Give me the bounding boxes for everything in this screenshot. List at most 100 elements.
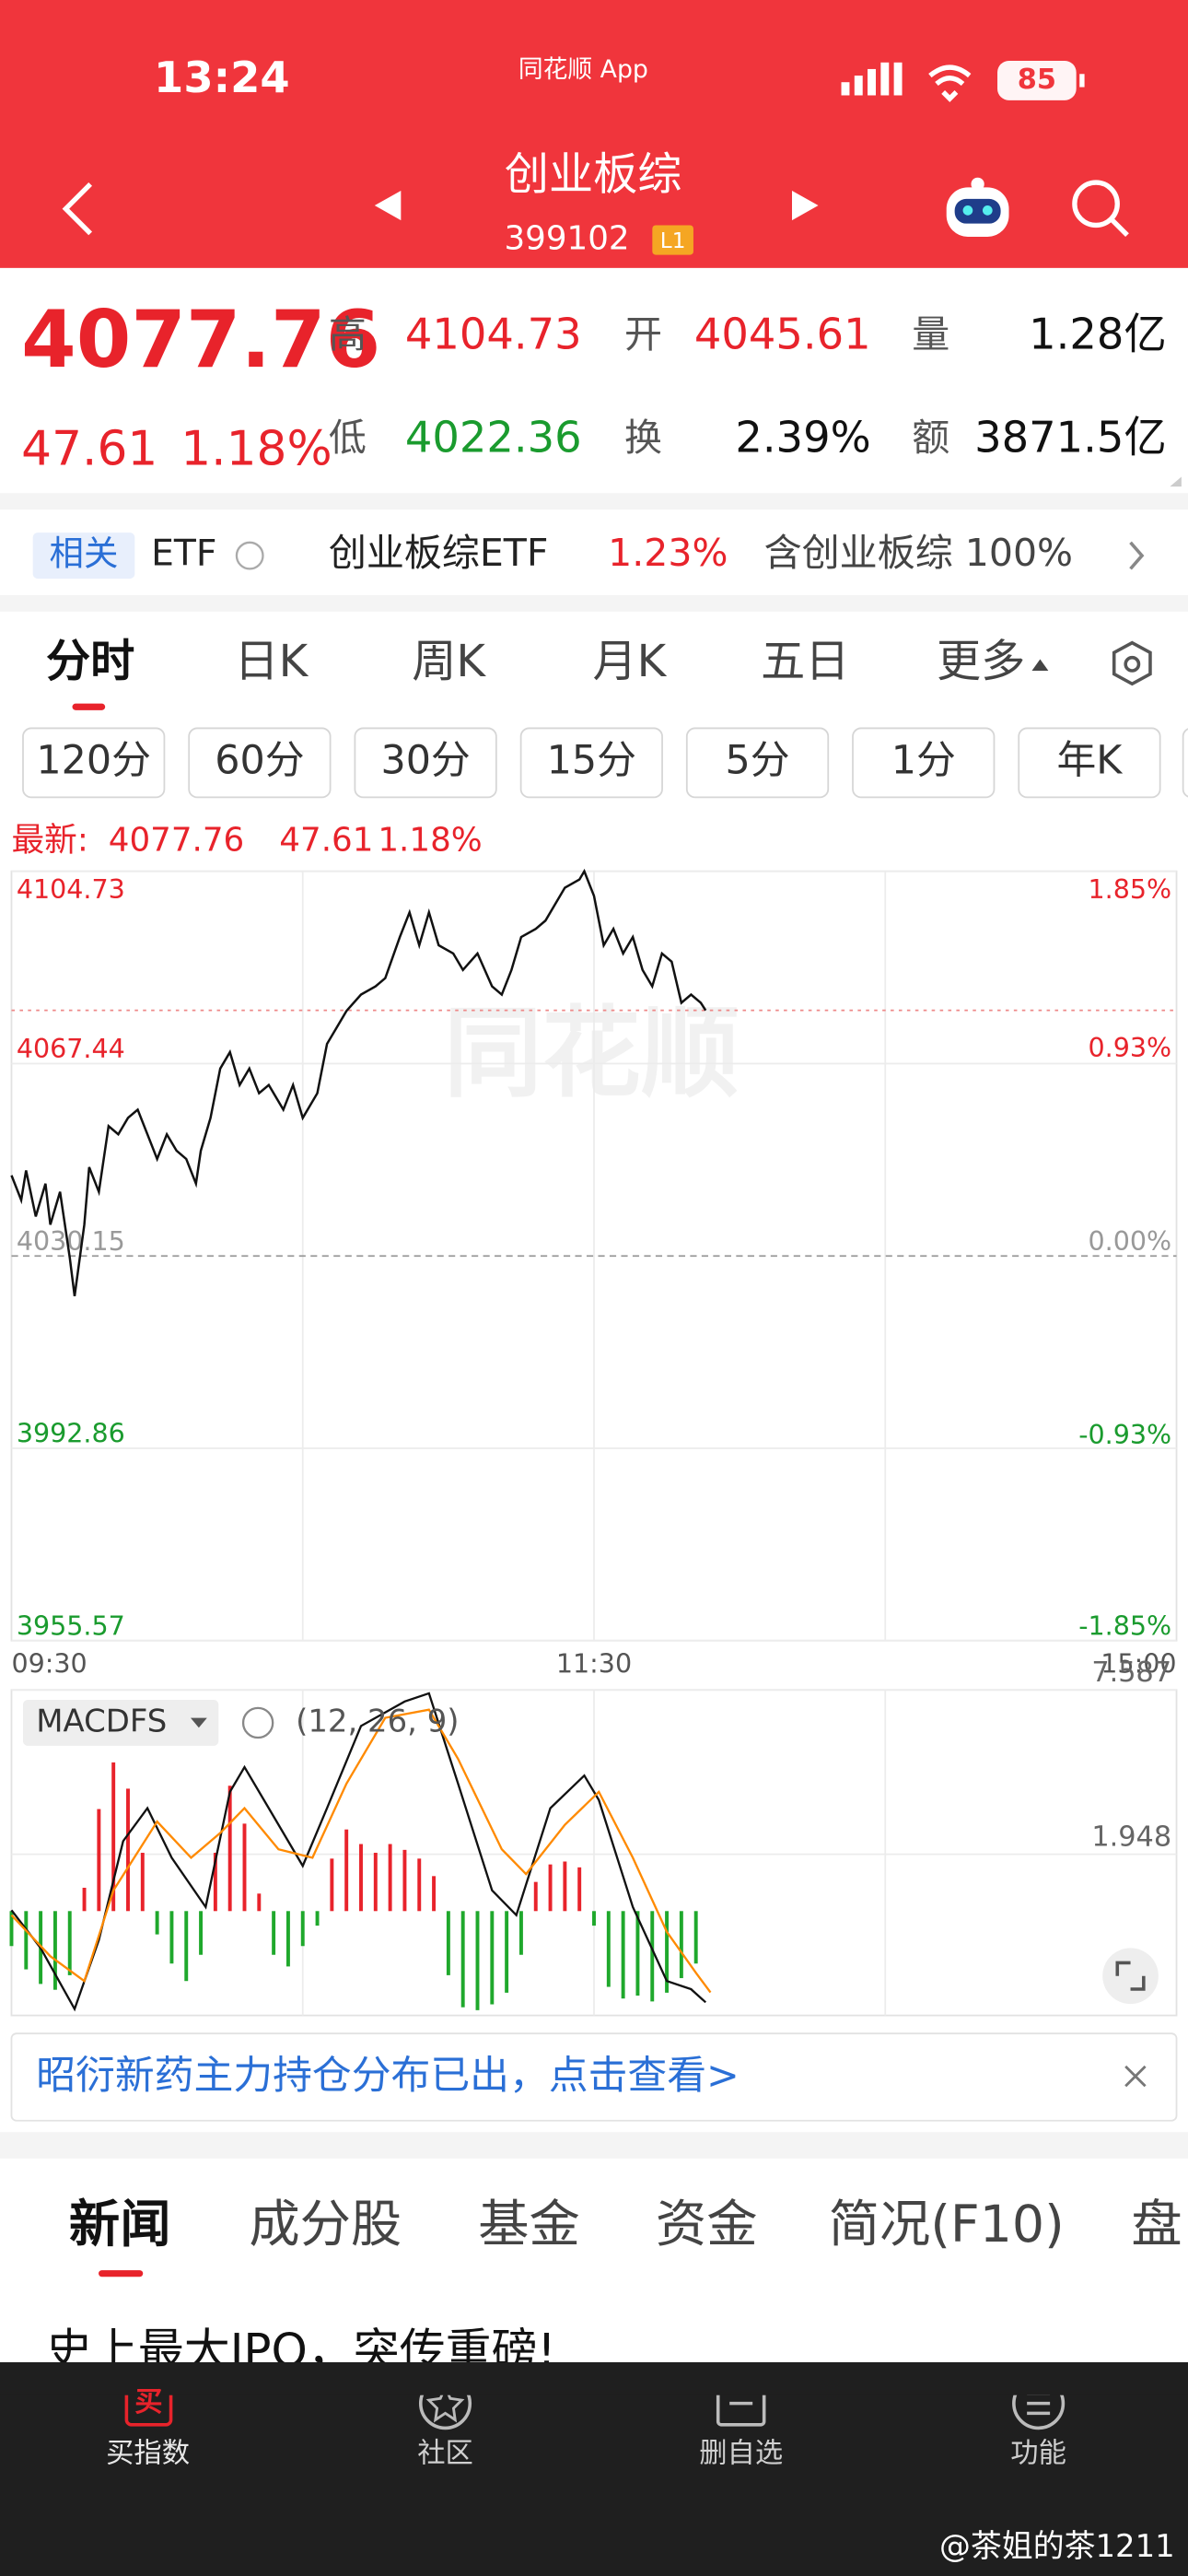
period-button[interactable] xyxy=(852,727,996,799)
nav-label[interactable]: 功能 xyxy=(1010,2437,1066,2469)
macd-bar xyxy=(272,1911,276,1955)
news-tab[interactable]: 盘 xyxy=(1131,2195,1182,2254)
news-tab[interactable]: 新闻 xyxy=(69,2195,171,2254)
macd-bar xyxy=(300,1911,305,1947)
watermark: 同花顺 xyxy=(444,997,740,1111)
news-tab[interactable]: 成分股 xyxy=(249,2195,402,2254)
etf-tag: 相关 xyxy=(50,533,119,574)
chart-tab[interactable]: 五日 xyxy=(761,636,849,687)
separator xyxy=(0,2132,1188,2159)
period-label[interactable]: 5分 xyxy=(726,737,790,783)
period-button[interactable] xyxy=(1182,728,1188,798)
next-button[interactable] xyxy=(792,190,819,221)
period-button[interactable] xyxy=(22,727,166,799)
chart-tab[interactable]: 分时 xyxy=(46,636,134,687)
macd-bar xyxy=(213,1853,217,1912)
change-pct: 1.18% xyxy=(181,422,332,477)
settings-icon[interactable] xyxy=(1112,640,1152,686)
battery-icon xyxy=(997,61,1077,100)
news-tab[interactable]: 简况(F10) xyxy=(829,2195,1065,2254)
macd-bar xyxy=(285,1911,290,1967)
y-tick-label: 1.948 xyxy=(1091,1821,1171,1853)
macd-line xyxy=(10,1692,707,2012)
macd-bar xyxy=(475,1911,480,2010)
signal-icon xyxy=(841,62,903,96)
macd-bar xyxy=(548,1864,553,1912)
prev-button[interactable] xyxy=(374,190,402,221)
robot-button[interactable] xyxy=(946,177,1009,237)
news-tab[interactable]: 资金 xyxy=(656,2195,758,2254)
period-label[interactable]: 年K xyxy=(1057,737,1124,783)
etf-change: 1.23% xyxy=(608,531,728,575)
stat-value: 2.39% xyxy=(735,413,870,463)
macd-bar xyxy=(359,1844,363,1912)
period-button[interactable] xyxy=(354,727,497,799)
stat-label: 低 xyxy=(329,416,367,460)
macd-bar xyxy=(155,1911,159,1935)
y2-tick-label: 1.85% xyxy=(1089,874,1172,905)
macd-bar xyxy=(52,1911,57,1990)
chart-tab[interactable]: 月K xyxy=(592,636,667,687)
chart-tab[interactable]: 周K xyxy=(412,636,486,687)
separator xyxy=(0,493,1188,510)
stat-label: 高 xyxy=(329,312,367,357)
community-star xyxy=(425,2383,465,2423)
etf-more[interactable] xyxy=(1129,541,1145,570)
legend-price: 4077.76 xyxy=(109,822,245,860)
change: 47.61 xyxy=(21,422,157,477)
period-label[interactable]: 60分 xyxy=(215,737,304,783)
macd-bar xyxy=(665,1911,670,1993)
macd-bar xyxy=(97,1809,101,1912)
indicator-button[interactable] xyxy=(22,1699,219,1746)
period-button[interactable] xyxy=(685,727,830,799)
search-button[interactable] xyxy=(1072,180,1129,238)
macd-bar xyxy=(257,1893,262,1912)
legend-label: 最新: xyxy=(11,822,87,860)
news-tab[interactable]: 基金 xyxy=(478,2195,580,2254)
help-icon[interactable] xyxy=(241,1706,274,1739)
macd-bar xyxy=(9,1911,14,1947)
level-badge xyxy=(652,225,693,255)
stat-value: 4045.61 xyxy=(694,309,871,358)
macd-bar xyxy=(518,1911,523,1955)
etf-name[interactable]: 创业板综ETF xyxy=(329,531,549,575)
period-label[interactable]: 15分 xyxy=(547,737,636,783)
macd-bar xyxy=(82,1887,87,1912)
macd-bar xyxy=(432,1876,437,1912)
macd-bar xyxy=(402,1849,407,1912)
period-label[interactable]: 120分 xyxy=(36,737,151,783)
period-label[interactable]: 1分 xyxy=(891,737,956,783)
expand-button[interactable] xyxy=(1102,1948,1159,2005)
close-notice[interactable] xyxy=(1124,2065,1147,2088)
notice-text[interactable]: 昭衍新药主力持仓分布已出，点击查看> xyxy=(36,2053,740,2099)
tab-underline xyxy=(72,703,106,710)
y2-tick-label: -0.93% xyxy=(1078,1420,1171,1450)
battery-tip xyxy=(1079,74,1085,88)
nav-label[interactable]: 买指数 xyxy=(106,2437,190,2469)
stat-label: 换 xyxy=(624,416,662,460)
nav-label[interactable]: 删自选 xyxy=(699,2437,783,2469)
period-button[interactable] xyxy=(519,727,663,799)
period-button[interactable] xyxy=(188,727,332,799)
news-tab-underline xyxy=(99,2270,144,2277)
macd-bar xyxy=(505,1911,509,1993)
indicator-name[interactable]: MACDFS xyxy=(36,1703,167,1739)
chart-tab[interactable]: 更多 xyxy=(937,636,1025,687)
bottom-nav-cover xyxy=(0,2362,1188,2395)
back-button[interactable] xyxy=(62,181,93,236)
macd-bar xyxy=(635,1911,640,1996)
notice-box[interactable] xyxy=(10,2032,1178,2122)
wifi-icon xyxy=(928,64,972,102)
period-label[interactable]: 30分 xyxy=(380,737,470,783)
macd-bar xyxy=(330,1858,334,1912)
y-tick-label: 4030.15 xyxy=(17,1226,125,1257)
macd-bar xyxy=(693,1911,698,1964)
period-button[interactable] xyxy=(1018,727,1161,799)
y-tick-label: 4104.73 xyxy=(17,874,125,905)
help-icon[interactable] xyxy=(235,541,264,570)
stock-code: 399102 xyxy=(504,220,629,258)
nav-label[interactable]: 社区 xyxy=(417,2437,473,2469)
chart-tab[interactable]: 日K xyxy=(235,636,309,687)
